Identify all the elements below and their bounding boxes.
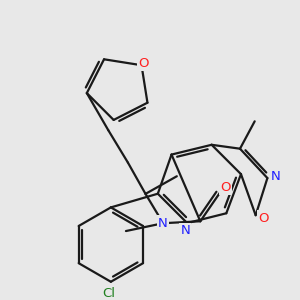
Text: N: N [180, 224, 190, 237]
Text: O: O [138, 57, 149, 70]
Text: N: N [270, 169, 280, 183]
Text: O: O [220, 181, 231, 194]
Text: Cl: Cl [102, 287, 116, 300]
Text: O: O [258, 212, 269, 225]
Text: N: N [158, 217, 168, 230]
